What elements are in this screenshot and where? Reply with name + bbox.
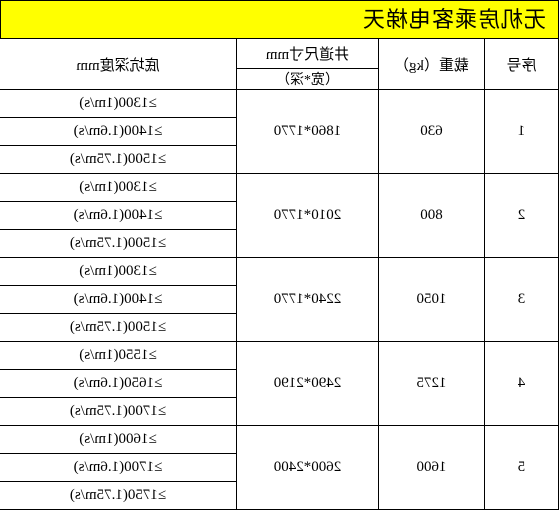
cell-serial: 5 bbox=[485, 426, 559, 510]
cell-depth: ≥1500(1.75m/s) bbox=[0, 314, 237, 342]
cell-depth: ≥1700(1.75m/s) bbox=[0, 398, 237, 426]
cell-serial: 4 bbox=[485, 342, 559, 426]
cell-depth: ≥1500(1.75m/s) bbox=[0, 230, 237, 258]
cell-depth: ≥1550(1m/s) bbox=[0, 342, 237, 370]
cell-load: 1050 bbox=[379, 258, 485, 342]
cell-depth: ≥1300(1m/s) bbox=[0, 258, 237, 286]
cell-depth: ≥1400(1.6m/s) bbox=[0, 202, 237, 230]
header-shaft: 井道尺寸mm bbox=[237, 39, 379, 69]
cell-depth: ≥1500(1.75m/s) bbox=[0, 146, 237, 174]
cell-depth: ≥1650(1.6m/s) bbox=[0, 370, 237, 398]
cell-depth: ≥1300(1m/s) bbox=[0, 174, 237, 202]
cell-depth: ≥1600(1m/s) bbox=[0, 426, 237, 454]
cell-depth: ≥1300(1m/s) bbox=[0, 90, 237, 118]
cell-depth: ≥1750(1.75m/s) bbox=[0, 482, 237, 510]
table-title: 无机房乘客电梯天 bbox=[0, 0, 559, 38]
cell-serial: 3 bbox=[485, 258, 559, 342]
cell-shaft: 2240*1770 bbox=[237, 258, 379, 342]
header-load: 载重（kg） bbox=[379, 39, 485, 90]
cell-serial: 2 bbox=[485, 174, 559, 258]
cell-depth: ≥1400(1.6m/s) bbox=[0, 118, 237, 146]
header-serial: 序号 bbox=[485, 39, 559, 90]
cell-shaft: 2600*2400 bbox=[237, 426, 379, 510]
cell-shaft: 1860*1770 bbox=[237, 90, 379, 174]
cell-shaft: 2490*2190 bbox=[237, 342, 379, 426]
cell-serial: 1 bbox=[485, 90, 559, 174]
cell-depth: ≥1700(1.6m/s) bbox=[0, 454, 237, 482]
cell-depth: ≥1400(1.6m/s) bbox=[0, 286, 237, 314]
header-shaft-sub: （宽*深） bbox=[237, 69, 379, 90]
cell-load: 1600 bbox=[379, 426, 485, 510]
spec-table: 序号 载重（kg） 井道尺寸mm 底坑深度mm （宽*深） 1 630 1860… bbox=[0, 38, 559, 510]
cell-load: 630 bbox=[379, 90, 485, 174]
cell-shaft: 2010*1770 bbox=[237, 174, 379, 258]
header-pit: 底坑深度mm bbox=[0, 39, 237, 90]
cell-load: 800 bbox=[379, 174, 485, 258]
cell-load: 1275 bbox=[379, 342, 485, 426]
